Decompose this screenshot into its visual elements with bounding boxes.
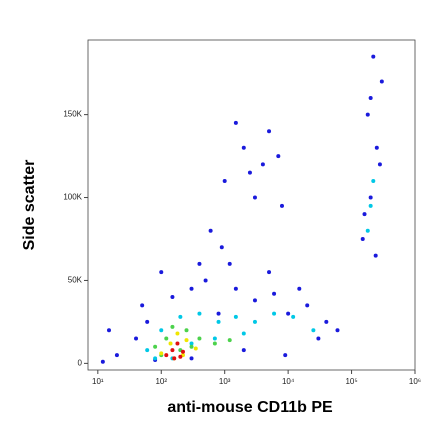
data-point xyxy=(365,228,370,233)
data-point xyxy=(368,96,373,101)
data-point xyxy=(252,298,257,303)
x-tick-label: 10¹ xyxy=(92,377,104,386)
data-point xyxy=(159,351,164,356)
y-tick-label: 50K xyxy=(68,276,83,285)
data-point xyxy=(164,353,169,358)
data-point xyxy=(368,195,373,200)
data-point xyxy=(197,311,202,316)
data-point xyxy=(241,348,246,353)
data-point xyxy=(189,344,194,349)
data-point xyxy=(216,311,221,316)
data-point xyxy=(212,341,217,346)
data-point xyxy=(291,314,296,319)
data-point xyxy=(164,336,169,341)
data-point xyxy=(252,319,257,324)
data-point xyxy=(374,145,379,150)
data-point xyxy=(241,145,246,150)
data-point xyxy=(279,203,284,208)
data-point xyxy=(184,338,189,343)
data-point xyxy=(360,236,365,241)
data-point xyxy=(283,353,288,358)
data-point xyxy=(145,348,150,353)
data-point xyxy=(189,356,194,361)
x-axis-title: anti-mouse CD11b PE xyxy=(167,399,333,416)
x-tick-label: 10⁴ xyxy=(282,377,295,386)
data-point xyxy=(379,79,384,84)
data-point xyxy=(233,120,238,125)
data-point xyxy=(272,311,277,316)
data-point xyxy=(197,336,202,341)
x-tick-label: 10⁵ xyxy=(345,377,357,386)
data-point xyxy=(153,344,158,349)
data-point xyxy=(311,328,316,333)
data-point xyxy=(227,261,232,266)
data-point xyxy=(197,261,202,266)
data-point xyxy=(324,319,329,324)
data-point xyxy=(241,331,246,336)
data-point xyxy=(371,178,376,183)
data-point xyxy=(212,336,217,341)
data-point xyxy=(252,195,257,200)
data-point xyxy=(106,328,111,333)
data-point xyxy=(335,328,340,333)
data-point xyxy=(247,170,252,175)
data-point xyxy=(159,270,164,275)
data-point xyxy=(178,354,183,359)
data-point xyxy=(159,328,164,333)
data-point xyxy=(193,346,198,351)
data-point xyxy=(286,311,291,316)
plot-frame xyxy=(87,39,416,371)
data-point xyxy=(134,336,139,341)
data-point xyxy=(114,353,119,358)
data-point xyxy=(233,314,238,319)
data-point xyxy=(297,286,302,291)
data-point xyxy=(267,270,272,275)
data-point xyxy=(184,328,189,333)
data-point xyxy=(316,336,321,341)
data-point xyxy=(140,303,145,308)
data-point xyxy=(170,295,175,300)
data-point xyxy=(233,286,238,291)
data-point xyxy=(178,314,183,319)
data-point xyxy=(203,278,208,283)
data-point xyxy=(373,253,378,258)
x-tick-label: 10² xyxy=(155,377,167,386)
data-point xyxy=(368,203,373,208)
data-point xyxy=(189,341,194,346)
x-tick-label: 10³ xyxy=(219,377,231,386)
data-point xyxy=(222,178,227,183)
data-point xyxy=(208,228,213,233)
data-point xyxy=(371,54,376,59)
data-point xyxy=(153,356,158,361)
data-point xyxy=(100,359,105,364)
data-point xyxy=(260,162,265,167)
data-point xyxy=(189,286,194,291)
data-point xyxy=(272,291,277,296)
data-point xyxy=(175,341,180,346)
y-tick-label: 0 xyxy=(78,358,83,367)
y-axis-title: Side scatter xyxy=(21,160,38,251)
data-point xyxy=(216,319,221,324)
data-point xyxy=(170,324,175,329)
x-tick-label: 10⁶ xyxy=(409,377,421,386)
data-point xyxy=(180,349,185,354)
y-tick-label: 100K xyxy=(63,193,82,202)
data-point xyxy=(175,331,180,336)
data-point xyxy=(267,129,272,134)
data-point xyxy=(276,154,281,159)
data-point xyxy=(362,212,367,217)
data-point xyxy=(170,348,175,353)
data-point xyxy=(377,162,382,167)
data-point xyxy=(145,319,150,324)
data-point xyxy=(227,338,232,343)
data-point xyxy=(168,341,173,346)
data-point xyxy=(365,112,370,117)
y-tick-label: 150K xyxy=(63,110,82,119)
data-point xyxy=(305,303,310,308)
data-point xyxy=(172,356,177,361)
data-point xyxy=(219,245,224,250)
